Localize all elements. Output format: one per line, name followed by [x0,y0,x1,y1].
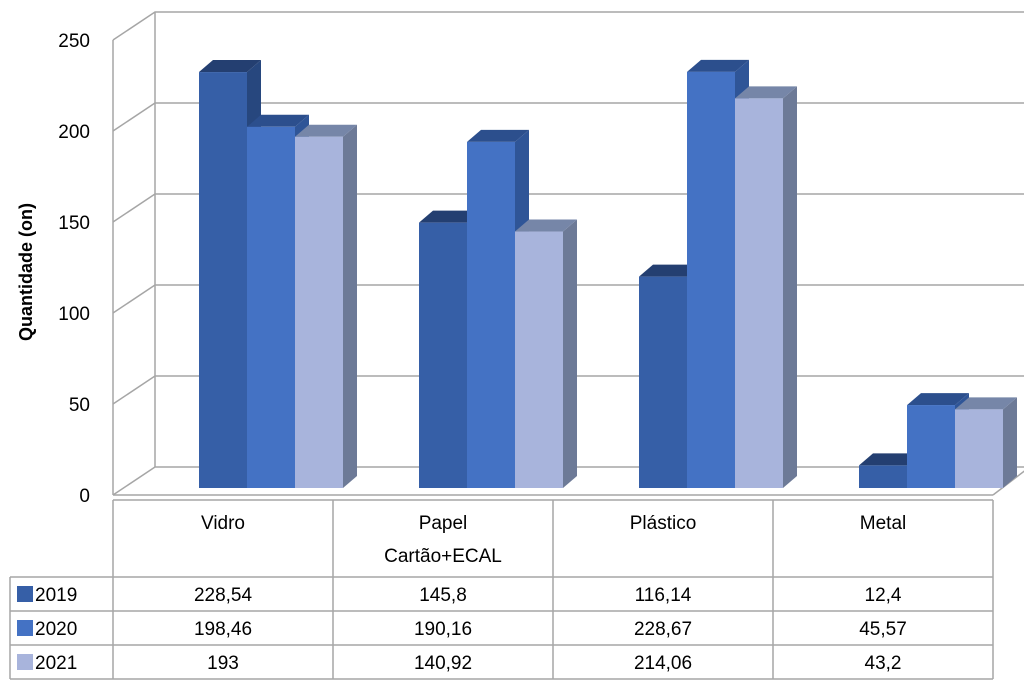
table-cell-value: 45,57 [859,619,907,640]
legend-key-2021 [17,654,33,670]
bar-top [419,210,481,223]
gridline [112,11,1024,41]
y-tick-label: 150 [58,213,90,234]
bar-front [199,72,247,489]
bar-front [687,71,735,488]
bar-top [907,393,969,406]
bar-front [419,222,467,489]
category-label: Vidro [201,513,245,534]
y-tick-label: 50 [69,395,90,416]
bar-2021-3 [955,397,1017,488]
bar-top [199,60,261,73]
bar-front [467,141,515,488]
legend-key-2020 [17,620,33,636]
legend-label: 2019 [35,585,77,606]
category-label: Papel Cartão+ECAL [384,513,502,567]
category-label: Plástico [630,513,697,534]
bar-front [859,465,907,488]
bar-front [247,126,295,489]
bar-top [247,114,309,127]
bar-top [467,129,529,142]
bar-side [783,86,797,488]
legend-key-2019 [17,586,33,602]
category-label: Metal [860,513,906,534]
bar-front [515,231,563,488]
bar-front [295,136,343,489]
bar-2021-2 [735,86,797,488]
bar-top [859,453,921,466]
legend-label: 2021 [35,653,77,674]
table-cell-value: 140,92 [414,653,472,674]
bar-front [735,98,783,488]
table-cell-value: 145,8 [419,585,467,606]
bar-top [295,124,357,137]
table-cell-value: 198,46 [194,619,252,640]
table-cell-value: 43,2 [865,653,902,674]
table-cell-value: 193 [207,653,239,674]
bar-front [907,405,955,488]
y-tick-label: 100 [58,304,90,325]
bar-2021-1 [515,219,577,488]
y-axis-label: Quantidade (on) [16,203,36,341]
table-cell-value: 190,16 [414,619,472,640]
table-cell-value: 228,54 [194,585,253,606]
y-tick-label: 0 [79,486,90,507]
bar-side [1003,397,1017,488]
bar-top [955,397,1017,410]
table-cell-value: 116,14 [635,585,692,606]
y-tick-labels: 0 50 100 150 200 250 [58,31,90,507]
legend-label: 2020 [35,619,77,640]
bar-2021-0 [295,124,357,489]
bar-front [639,276,687,488]
y-tick-label: 250 [58,31,90,52]
bar-side [343,124,357,489]
table-cell-value: 12,4 [865,585,902,606]
data-table: Vidro Papel Cartão+ECAL Plástico Metal 2019 22… [9,499,994,680]
table-cell-value: 228,67 [634,619,692,640]
bar-top [735,86,797,99]
bar-top [687,59,749,72]
y-tick-label: 200 [58,122,90,143]
bar-side [563,219,577,488]
table-cell-value: 214,06 [634,653,692,674]
bar-top [515,219,577,232]
bar-front [955,409,1003,488]
bars [199,59,1017,489]
bar-top [639,264,701,277]
